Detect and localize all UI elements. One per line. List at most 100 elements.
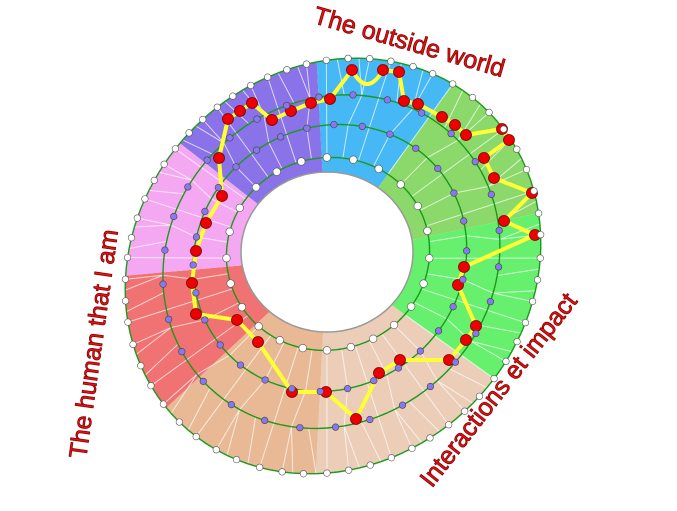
edge-node [409, 62, 417, 71]
spoke [368, 340, 423, 444]
edge-node [528, 297, 537, 306]
edge-node [213, 103, 221, 111]
spoke [202, 119, 225, 144]
spoke [421, 288, 526, 324]
spoke [381, 333, 450, 426]
spoke [449, 368, 488, 389]
spoke [404, 314, 495, 380]
edge-node [366, 55, 374, 63]
inner-node [216, 341, 224, 349]
spoke [150, 315, 249, 387]
inner-node [434, 164, 442, 173]
edge-node [322, 56, 330, 64]
spoke [342, 58, 363, 159]
spoke [187, 387, 211, 431]
edge-node [127, 234, 136, 242]
inner-node [494, 263, 503, 271]
inner-node [296, 424, 304, 432]
core-node [423, 226, 432, 236]
spoke [126, 292, 164, 313]
edge-node [513, 337, 521, 346]
edge-node [212, 446, 220, 454]
spoke [361, 58, 371, 96]
core-node [272, 167, 281, 176]
inner-node [227, 401, 235, 409]
inner-node [495, 226, 503, 235]
inner-node [226, 134, 234, 142]
edge-node [344, 54, 352, 62]
path-node [503, 134, 515, 146]
path-node [460, 129, 472, 141]
inner-node [460, 217, 468, 225]
core-node [369, 334, 378, 343]
inner-node [450, 189, 458, 197]
spoke [226, 342, 285, 456]
inner-node [451, 358, 460, 366]
path-node [346, 64, 358, 76]
edge-node [121, 275, 130, 283]
edge-node [490, 375, 498, 383]
core-node [322, 153, 332, 162]
core-node [322, 346, 332, 355]
spoke [281, 426, 292, 472]
path-node [213, 152, 225, 164]
spoke [393, 324, 474, 404]
edge-node [502, 357, 510, 366]
edge-node [408, 444, 416, 452]
path-node [377, 64, 389, 76]
inner-node [201, 316, 209, 324]
inner-node [459, 275, 467, 284]
core-node [222, 254, 231, 263]
spoke [158, 171, 238, 213]
spoke [400, 103, 481, 185]
path-node [393, 66, 405, 78]
inner-node [486, 298, 495, 306]
core-node [419, 279, 428, 288]
edge-node [264, 73, 272, 81]
inner-node [417, 109, 426, 117]
inner-node [178, 348, 186, 356]
core-node [235, 203, 244, 213]
inner-node [366, 415, 374, 424]
spoke [132, 327, 172, 345]
edge-node [485, 108, 493, 116]
edge-node [449, 80, 457, 88]
spoke [125, 273, 229, 291]
path-node [436, 111, 448, 123]
edge-node [366, 461, 374, 469]
edge-node [468, 93, 477, 102]
edge-node [387, 454, 396, 462]
core-node [298, 344, 307, 353]
spoke [259, 346, 299, 468]
inner-node [386, 130, 394, 138]
spoke [357, 61, 392, 162]
inner-node [232, 163, 240, 171]
edge-node [192, 432, 200, 441]
inner-node [184, 183, 192, 191]
spoke [127, 288, 233, 323]
edge-node [521, 319, 530, 327]
spoke [290, 349, 313, 474]
edge-node [387, 57, 395, 65]
inner-hole-edge [240, 171, 414, 333]
edge-node [537, 231, 545, 239]
inner-node [236, 361, 245, 369]
edge-node [426, 434, 434, 442]
spoke [297, 66, 312, 160]
inner-node [472, 329, 480, 338]
path-node [305, 97, 317, 109]
path-node [460, 334, 472, 346]
spoke [175, 148, 246, 200]
nodes [121, 54, 545, 478]
path-node [478, 152, 490, 164]
edge-node [137, 362, 145, 370]
edge-node [302, 60, 311, 68]
edge-node [345, 466, 353, 474]
spoke [308, 428, 317, 474]
path-node [234, 105, 246, 117]
ring-line [162, 94, 501, 430]
inner-node [426, 382, 434, 391]
spoke [429, 223, 541, 243]
inner-node [192, 233, 201, 241]
edge-node [513, 145, 521, 153]
